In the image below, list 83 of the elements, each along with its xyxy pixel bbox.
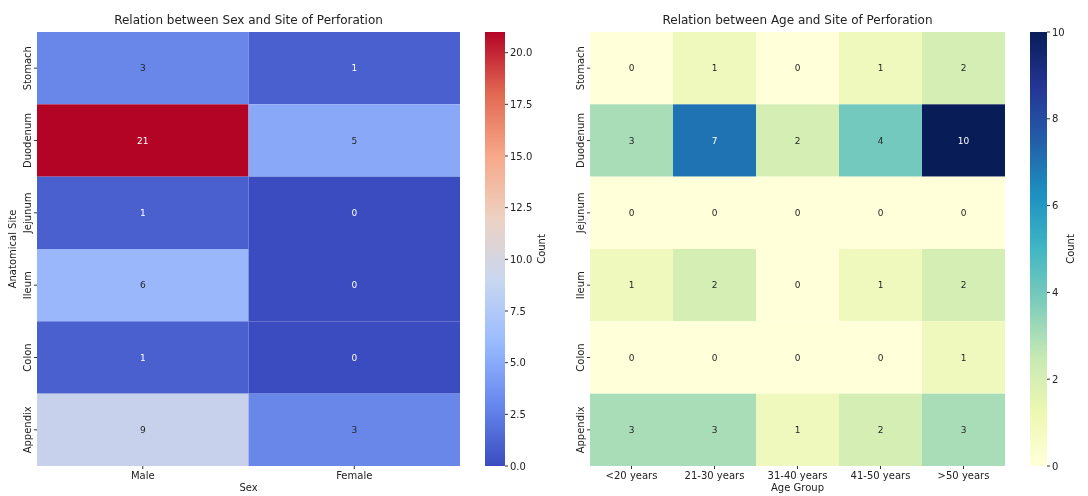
x-tick-label: Female — [336, 470, 373, 481]
y-tick-label: Jejunum — [575, 192, 586, 235]
color-bar-label: 6 — [1052, 200, 1059, 212]
color-bar-label: 17.5 — [510, 98, 533, 110]
data-label: 3 — [960, 424, 967, 435]
data-label: 3 — [711, 424, 718, 435]
color-bar-label: 10.0 — [510, 253, 533, 265]
data-label: 0 — [711, 352, 718, 363]
data-label: 1 — [711, 63, 718, 74]
data-label: 2 — [794, 135, 801, 146]
data-label: 0 — [351, 207, 358, 218]
data-label: 7 — [711, 135, 718, 146]
data-label: 0 — [351, 352, 358, 363]
data-label: 1 — [139, 207, 146, 218]
data-label: 1 — [960, 352, 967, 363]
data-label: 0 — [351, 280, 358, 291]
data-label: 3 — [628, 424, 635, 435]
y-tick-label: Stomach — [22, 46, 33, 91]
data-label: 10 — [957, 135, 970, 146]
color-bar-label: 10 — [1052, 26, 1065, 38]
x-tick-label: 31-40 years — [767, 470, 828, 481]
y-tick-label: Appendix — [575, 406, 586, 454]
y-axis-title: Anatomical Site — [7, 209, 18, 289]
data-label: 2 — [960, 63, 967, 74]
color-bar-label: 20.0 — [510, 47, 533, 59]
y-tick-label: Ileum — [575, 271, 586, 300]
data-label: 3 — [351, 424, 358, 435]
data-label: 0 — [628, 63, 635, 74]
data-label: 2 — [960, 280, 967, 291]
color-bar-label: 0 — [1052, 460, 1059, 472]
x-tick-label: 41-50 years — [850, 470, 911, 481]
data-label: 0 — [628, 352, 635, 363]
color-bar-label: 4 — [1052, 286, 1059, 298]
data-label: 1 — [351, 63, 358, 74]
y-tick-label: Ileum — [22, 271, 33, 300]
y-tick-label: Duodenum — [575, 112, 586, 169]
x-axis-title: Sex — [239, 482, 258, 493]
data-label: 9 — [139, 424, 146, 435]
data-label: 2 — [711, 280, 718, 291]
data-label: 0 — [794, 352, 801, 363]
color-bar-label: 12.5 — [510, 202, 533, 214]
data-label: 3 — [628, 135, 635, 146]
color-bar-label: 5.0 — [510, 357, 526, 369]
y-tick-label: Colon — [22, 343, 33, 372]
chart-title: Relation between Age and Site of Perforation — [662, 13, 933, 27]
x-tick-label: Male — [130, 470, 155, 481]
data-label: 0 — [794, 207, 801, 218]
chart-title: Relation between Sex and Site of Perforation — [114, 13, 383, 27]
data-label: 4 — [877, 135, 884, 146]
color-bar-label: 7.5 — [510, 305, 526, 317]
color-bar-label: 15.0 — [510, 150, 533, 162]
color-bar-label: 8 — [1052, 113, 1059, 125]
color-bar-label: 2.5 — [510, 408, 526, 420]
data-label: 1 — [139, 352, 146, 363]
color-bar-label: 2 — [1052, 373, 1059, 385]
y-tick-label: Stomach — [575, 46, 586, 91]
color-bar-title: Count — [536, 234, 547, 264]
data-label: 21 — [137, 135, 149, 146]
data-label: 1 — [794, 424, 801, 435]
data-label: 0 — [628, 207, 635, 218]
data-label: 5 — [351, 135, 358, 146]
data-label: 1 — [877, 63, 884, 74]
color-bar-title: Count — [1065, 234, 1076, 264]
data-label: 0 — [960, 207, 967, 218]
data-label: 3 — [139, 63, 146, 74]
y-tick-label: Colon — [575, 343, 586, 372]
data-label: 0 — [877, 352, 884, 363]
color-bar-label: 0.0 — [510, 460, 526, 472]
x-tick-label: <20 years — [605, 470, 658, 481]
x-tick-label: >50 years — [937, 470, 990, 481]
data-label: 1 — [628, 280, 635, 291]
data-label: 0 — [794, 63, 801, 74]
y-tick-label: Duodenum — [22, 112, 33, 169]
data-label: 0 — [711, 207, 718, 218]
data-label: 0 — [794, 280, 801, 291]
data-label: 0 — [877, 207, 884, 218]
x-tick-label: 21-30 years — [684, 470, 745, 481]
y-tick-label: Appendix — [22, 406, 33, 454]
data-label: 6 — [139, 280, 146, 291]
data-label: 2 — [877, 424, 884, 435]
y-tick-label: Jejunum — [22, 192, 33, 235]
data-label: 1 — [877, 280, 884, 291]
x-axis-title: Age Group — [771, 482, 824, 493]
